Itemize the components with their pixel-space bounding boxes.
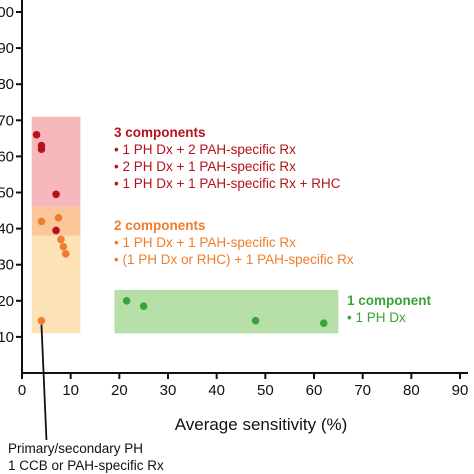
y-tick-label: 100 [0, 4, 14, 21]
y-tick-label: 30 [0, 257, 14, 274]
callout-line-2: 1 CCB or PAH-specific Rx [8, 458, 164, 473]
x-tick-label: 90 [452, 382, 469, 399]
y-tick-label: 90 [0, 40, 14, 57]
annotation-two-heading: 2 components [114, 218, 206, 233]
callout-line [40, 324, 48, 441]
x-tick-label: 60 [306, 382, 323, 399]
y-ticks: 10 20 30 40 50 60 70 80 90 100 [0, 4, 22, 346]
y-tick-label: 10 [0, 329, 14, 346]
data-point-two [54, 213, 63, 222]
data-point-two [37, 316, 46, 325]
annotation-two-line: • 1 PH Dx + 1 PAH-specific Rx [114, 235, 296, 250]
x-tick-label: 40 [208, 382, 225, 399]
data-point-three [52, 226, 60, 235]
annotation-one-line: • 1 PH Dx [347, 310, 406, 325]
data-point-two [59, 242, 68, 251]
highlight-bands [31, 116, 339, 334]
data-point-two [62, 250, 70, 258]
x-tick-label: 30 [160, 382, 177, 399]
x-ticks: 0 10 20 30 40 50 60 70 80 90 [18, 373, 469, 399]
y-tick-label: 60 [0, 148, 14, 165]
callout [40, 324, 48, 441]
callout-line-1: Primary/secondary PH [8, 441, 143, 456]
y-tick-label: 70 [0, 112, 14, 129]
data-point-three [32, 130, 41, 139]
data-point-one [251, 316, 260, 325]
annotation-three-heading: 3 components [114, 125, 206, 140]
data-point-three [52, 190, 60, 199]
data-point-three [37, 145, 46, 153]
data-point-two [37, 217, 46, 226]
x-tick-label: 0 [18, 382, 26, 399]
x-tick-label: 80 [403, 382, 420, 399]
annotation-one: 1 component • 1 PH Dx [347, 293, 432, 325]
annotation-three-line: • 2 PH Dx + 1 PAH-specific Rx [114, 159, 296, 174]
y-tick-label: 80 [0, 76, 14, 93]
annotation-three: 3 components • 1 PH Dx + 2 PAH-specific … [114, 125, 341, 191]
data-point-one [139, 302, 148, 311]
axes [21, 0, 468, 374]
x-axis-label: Average sensitivity (%) [175, 415, 348, 434]
band-2 [31, 235, 81, 334]
x-tick-label: 50 [257, 382, 274, 399]
annotation-three-line: • 1 PH Dx + 1 PAH-specific Rx + RHC [114, 176, 341, 191]
x-tick-label: 20 [111, 382, 128, 399]
annotation-three-line: • 1 PH Dx + 2 PAH-specific Rx [114, 142, 296, 157]
y-tick-label: 40 [0, 221, 14, 238]
x-tick-label: 70 [354, 382, 371, 399]
annotation-one-heading: 1 component [347, 293, 432, 308]
data-points [32, 130, 328, 327]
x-tick-label: 10 [62, 382, 79, 399]
y-tick-label: 50 [0, 185, 14, 202]
annotation-two-line: • (1 PH Dx or RHC) + 1 PAH-specific Rx [114, 252, 354, 267]
data-point-two [57, 235, 65, 244]
data-point-one [319, 319, 328, 327]
y-tick-label: 20 [0, 293, 14, 310]
annotation-two: 2 components • 1 PH Dx + 1 PAH-specific … [114, 218, 354, 267]
band-3 [114, 289, 339, 334]
data-point-one [122, 297, 131, 305]
